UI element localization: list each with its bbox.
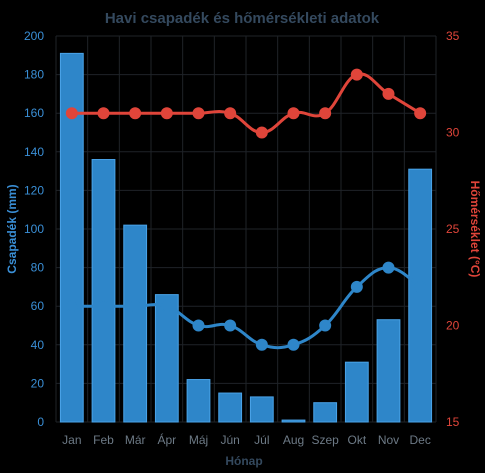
x-tick-label: Okt bbox=[347, 433, 366, 447]
y-tick-label-left: 120 bbox=[24, 183, 44, 197]
y-tick-label-right: 20 bbox=[446, 319, 460, 333]
y-tick-label-left: 80 bbox=[31, 261, 45, 275]
y-axis-label-left: Csapadék (mm) bbox=[5, 184, 19, 273]
precipitation-point bbox=[129, 300, 142, 313]
temperature-point bbox=[192, 107, 205, 120]
x-tick-label: Már bbox=[125, 433, 146, 447]
temperature-point bbox=[97, 107, 110, 120]
bar bbox=[344, 361, 369, 423]
y-tick-label-left: 140 bbox=[24, 145, 44, 159]
y-tick-label-left: 60 bbox=[31, 299, 45, 313]
bar bbox=[218, 392, 243, 423]
temperature-point bbox=[255, 126, 268, 139]
temperature-point bbox=[350, 68, 363, 81]
y-axis-label-right: Hőmérséklet (°C) bbox=[468, 181, 482, 278]
precipitation-point bbox=[287, 338, 300, 351]
precipitation-point bbox=[255, 338, 268, 351]
precipitation-point bbox=[160, 300, 173, 313]
precipitation-point bbox=[224, 319, 237, 332]
temperature-point bbox=[224, 107, 237, 120]
y-tick-label-left: 20 bbox=[31, 376, 45, 390]
y-tick-label-left: 180 bbox=[24, 68, 44, 82]
bar bbox=[59, 52, 84, 423]
y-tick-label-right: 25 bbox=[446, 222, 460, 236]
bar bbox=[249, 396, 274, 423]
precipitation-point bbox=[350, 280, 363, 293]
y-tick-label-right: 30 bbox=[446, 126, 460, 140]
line-series bbox=[65, 68, 427, 351]
precipitation-point bbox=[414, 280, 427, 293]
x-tick-label: Ápr bbox=[157, 432, 176, 447]
temperature-point bbox=[414, 107, 427, 120]
y-tick-label-left: 0 bbox=[37, 415, 44, 429]
precipitation-point bbox=[97, 300, 110, 313]
x-tick-label: Jún bbox=[220, 433, 239, 447]
precipitation-point bbox=[382, 261, 395, 274]
y-tick-label-left: 160 bbox=[24, 106, 44, 120]
precipitation-point bbox=[319, 319, 332, 332]
y-tick-label-right: 35 bbox=[446, 29, 460, 43]
chart-title: Havi csapadék és hőmérsékleti adatok bbox=[105, 10, 380, 27]
bar bbox=[186, 379, 211, 423]
x-tick-label: Nov bbox=[378, 433, 399, 447]
precipitation-point bbox=[65, 300, 78, 313]
temperature-point bbox=[65, 107, 78, 120]
bar-series bbox=[59, 52, 433, 423]
bar bbox=[313, 402, 338, 423]
grid bbox=[55, 35, 437, 423]
temperature-point bbox=[129, 107, 142, 120]
x-tick-label: Feb bbox=[93, 433, 114, 447]
x-tick-label: Júl bbox=[254, 433, 269, 447]
x-tick-label: Jan bbox=[62, 433, 81, 447]
bar bbox=[123, 224, 148, 423]
x-tick-label: Dec bbox=[409, 433, 430, 447]
temperature-point bbox=[319, 107, 332, 120]
bar bbox=[154, 294, 179, 423]
x-tick-label: Aug bbox=[283, 433, 304, 447]
y-tick-label-left: 200 bbox=[24, 29, 44, 43]
axes: 0 20 40 60 80 100 120 140 160 180 200 15 20 25 30 35 Jan… bbox=[24, 29, 460, 447]
precipitation-point bbox=[192, 319, 205, 332]
x-tick-label: Máj bbox=[189, 433, 208, 447]
y-tick-label-right: 15 bbox=[446, 415, 460, 429]
bar bbox=[281, 419, 306, 423]
temperature-point bbox=[287, 107, 300, 120]
bar bbox=[91, 159, 116, 423]
bar bbox=[376, 319, 401, 423]
x-axis-label: Hónap bbox=[225, 454, 262, 468]
x-tick-label: Szep bbox=[311, 433, 339, 447]
y-tick-label-left: 40 bbox=[31, 338, 45, 352]
temperature-point bbox=[160, 107, 173, 120]
bar bbox=[408, 168, 433, 423]
temperature-point bbox=[382, 87, 395, 100]
y-tick-label-left: 100 bbox=[24, 222, 44, 236]
